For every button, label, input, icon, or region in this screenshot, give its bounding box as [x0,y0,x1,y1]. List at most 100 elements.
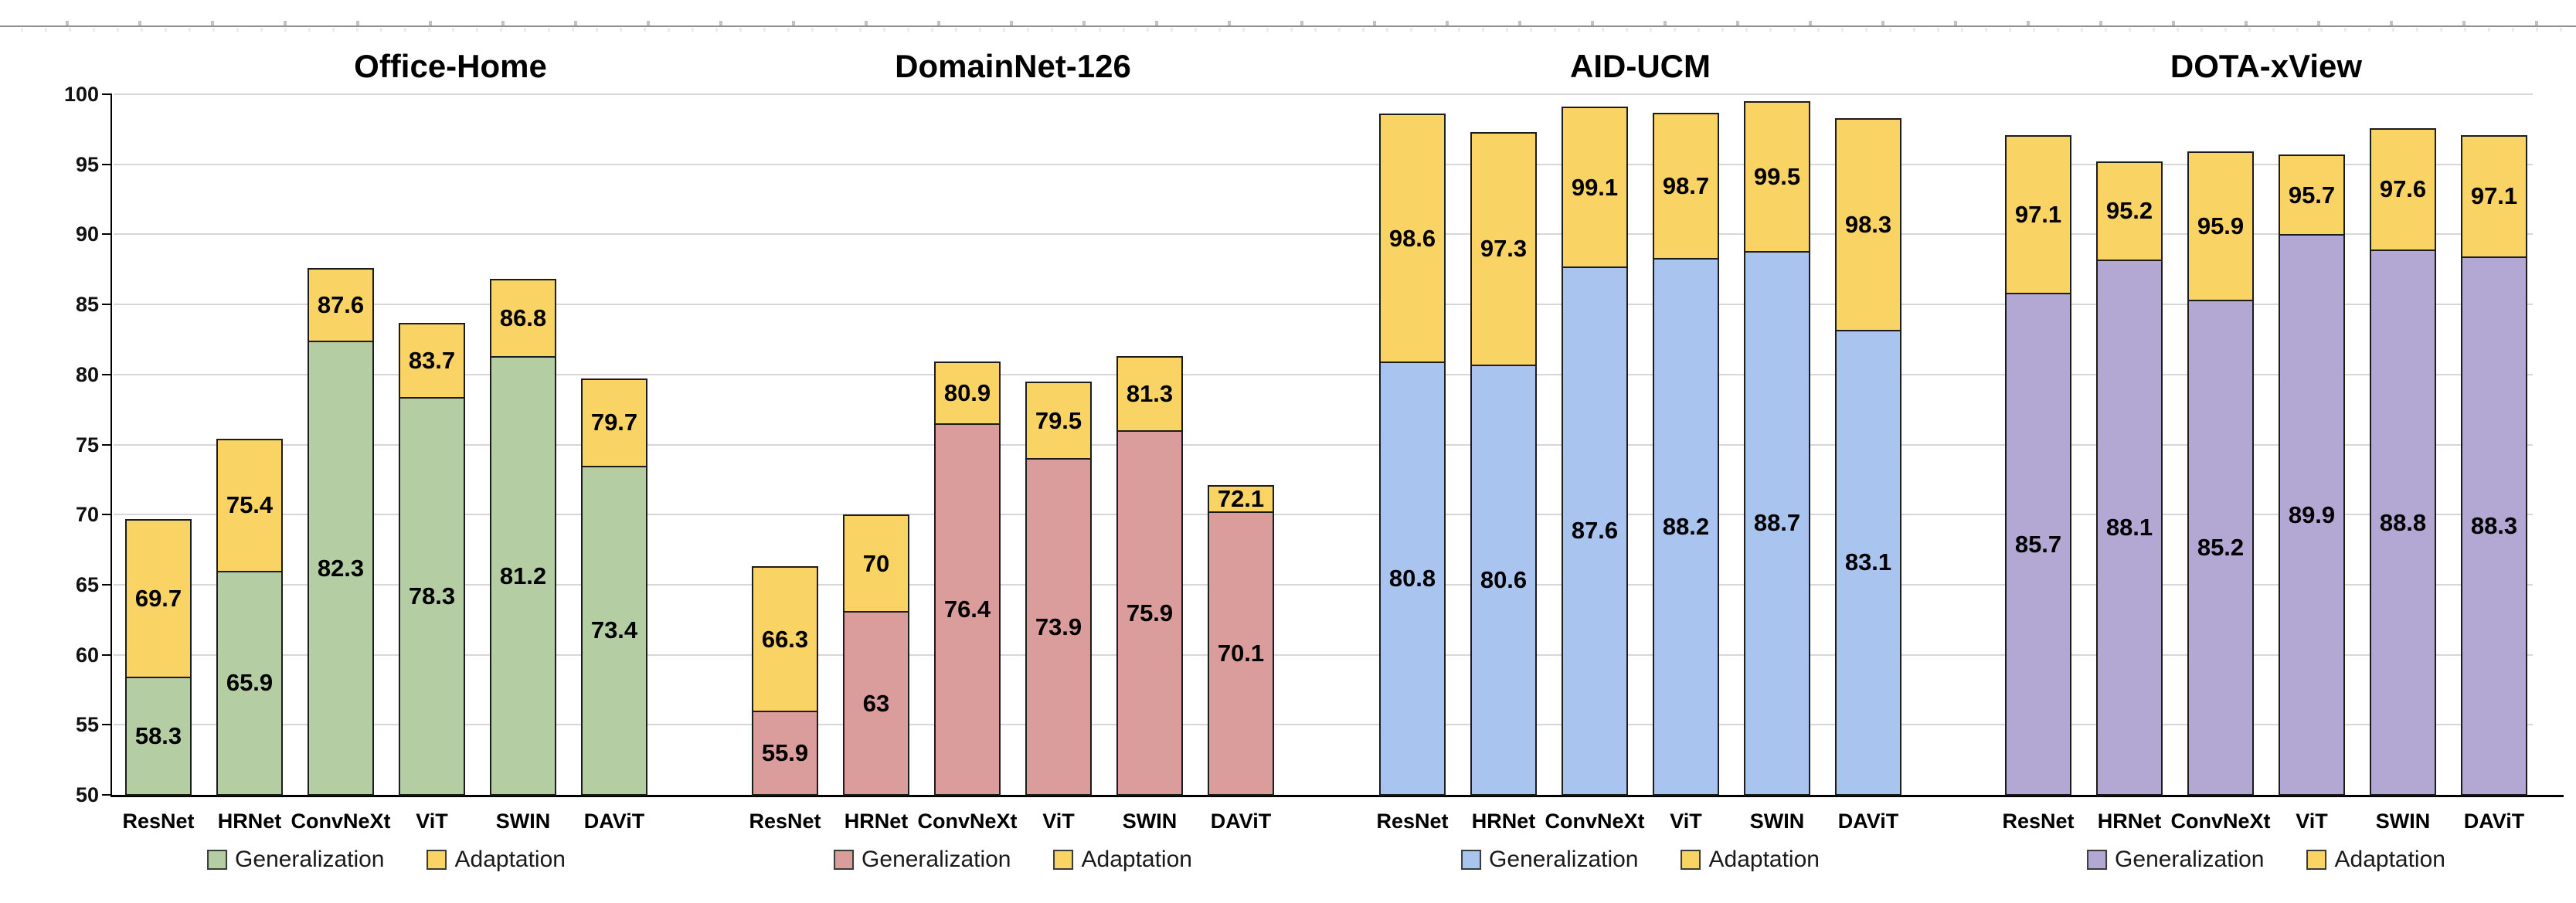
generalization-value-label: 88.1 [2105,513,2153,541]
adaptation-value-label: 98.7 [1662,171,1710,199]
gridline-75 [114,443,2533,446]
legend-label: Generalization [235,847,385,872]
y-axis-tick-80 [102,373,112,375]
bar-adaptation-dota-xview-davit: 97.1 [2461,134,2527,259]
bar-generalization-aid-ucm-davit: 83.1 [1835,331,1901,796]
generalization-value-label: 75.9 [1126,599,1174,626]
bar-generalization-dota-xview-hrnet: 88.1 [2096,260,2163,796]
legend-swatch-adaptation [1681,850,1701,870]
legend-item-generalization: Generalization [207,847,385,872]
bar-generalization-office-home-hrnet: 65.9 [216,572,283,796]
legend-swatch-adaptation [427,850,447,870]
generalization-value-label: 85.2 [2197,534,2245,562]
legend-item-adaptation: Adaptation [1053,847,1192,872]
category-label-swin: SWIN [495,810,551,833]
bar-generalization-aid-ucm-swin: 88.7 [1744,252,1810,796]
generalization-value-label: 63 [862,689,890,717]
panel-title-dota-xview: DOTA-xView [2170,48,2363,84]
bar-adaptation-aid-ucm-convnext: 99.1 [1562,107,1628,268]
legend-swatch-generalization [834,850,855,870]
category-label-hrnet: HRNet [1471,810,1536,833]
legend-swatch-generalization [207,850,228,870]
generalization-value-label: 82.3 [317,554,365,582]
adaptation-value-label: 70 [862,549,890,577]
gridline-55 [114,724,2533,726]
category-label-swin: SWIN [1122,810,1178,833]
bar-generalization-office-home-swin: 81.2 [490,358,556,796]
bar-adaptation-office-home-resnet: 69.7 [125,518,192,679]
category-label-hrnet: HRNet [844,810,909,833]
bar-adaptation-dota-xview-hrnet: 95.2 [2096,161,2163,261]
adaptation-value-label: 97.6 [2379,175,2427,203]
category-label-hrnet: HRNet [217,810,282,833]
bar-generalization-domainnet-126-davit: 70.1 [1208,513,1274,796]
category-label-convnext: ConvNeXt [291,810,391,833]
generalization-value-label: 80.6 [1480,565,1528,593]
generalization-value-label: 81.2 [499,562,547,589]
legend-item-generalization: Generalization [1461,847,1639,872]
y-axis-tick-90 [102,233,112,236]
category-label-resnet: ResNet [122,810,195,833]
category-label-convnext: ConvNeXt [1545,810,1645,833]
adaptation-value-label: 72.1 [1217,485,1265,513]
bar-generalization-office-home-convnext: 82.3 [308,342,374,796]
category-label-vit: ViT [1670,810,1702,833]
legend-label: Generalization [1489,847,1639,872]
category-label-resnet: ResNet [2002,810,2075,833]
y-axis-label-100: 100 [63,83,99,106]
adaptation-value-label: 95.9 [2197,212,2245,240]
y-axis-tick-55 [102,724,112,726]
y-axis-tick-85 [102,304,112,306]
category-label-davit: DAViT [1837,810,1899,833]
generalization-value-label: 88.7 [1753,509,1801,537]
generalization-value-label: 73.4 [590,616,638,644]
category-label-hrnet: HRNet [2097,810,2162,833]
bar-adaptation-domainnet-126-vit: 79.5 [1025,381,1092,460]
bar-generalization-aid-ucm-convnext: 87.6 [1562,267,1628,796]
adaptation-value-label: 99.5 [1753,163,1801,191]
generalization-value-label: 70.1 [1217,640,1265,667]
bar-generalization-aid-ucm-hrnet: 80.6 [1470,365,1537,796]
bar-generalization-dota-xview-convnext: 85.2 [2187,301,2254,796]
category-label-resnet: ResNet [749,810,821,833]
bar-adaptation-office-home-hrnet: 75.4 [216,439,283,572]
legend-dota-xview: Generalization Adaptation [2087,848,2445,871]
category-label-davit: DAViT [2463,810,2525,833]
bar-adaptation-office-home-vit: 83.7 [399,322,465,399]
y-axis-label-65: 65 [75,572,99,596]
gridline-65 [114,583,2533,586]
generalization-value-label: 87.6 [1571,517,1619,545]
legend-label: Adaptation [1708,847,1820,872]
category-label-vit: ViT [416,810,448,833]
bar-generalization-domainnet-126-swin: 75.9 [1116,432,1183,796]
adaptation-value-label: 97.1 [2470,182,2518,210]
generalization-value-label: 78.3 [408,582,456,609]
y-axis-label-85: 85 [75,293,99,317]
adaptation-value-label: 75.4 [226,491,274,519]
legend-swatch-adaptation [2306,850,2327,870]
generalization-value-label: 88.3 [2470,512,2518,540]
bar-generalization-dota-xview-swin: 88.8 [2370,251,2436,796]
legend-swatch-adaptation [1053,850,1074,870]
y-axis-tick-75 [102,443,112,446]
legend-item-adaptation: Adaptation [2306,848,2445,871]
legend-item-generalization: Generalization [834,848,1011,871]
bar-adaptation-office-home-davit: 79.7 [581,379,647,467]
gridline-60 [114,653,2533,656]
category-label-swin: SWIN [1749,810,1805,833]
category-label-vit: ViT [1042,810,1075,833]
y-axis-label-90: 90 [75,222,99,246]
legend-label: Generalization [861,847,1011,872]
adaptation-value-label: 66.3 [761,625,809,653]
legend-label: Adaptation [1081,847,1192,872]
bar-adaptation-office-home-convnext: 87.6 [308,267,374,343]
bar-adaptation-domainnet-126-hrnet: 70 [843,514,909,613]
bar-adaptation-aid-ucm-swin: 99.5 [1744,101,1810,253]
category-label-resnet: ResNet [1376,810,1449,833]
adaptation-value-label: 86.8 [499,304,547,332]
generalization-value-label: 58.3 [134,722,182,750]
ruler-ticks-below [0,28,2576,32]
y-axis-label-60: 60 [75,643,99,667]
gridline-85 [114,304,2533,306]
